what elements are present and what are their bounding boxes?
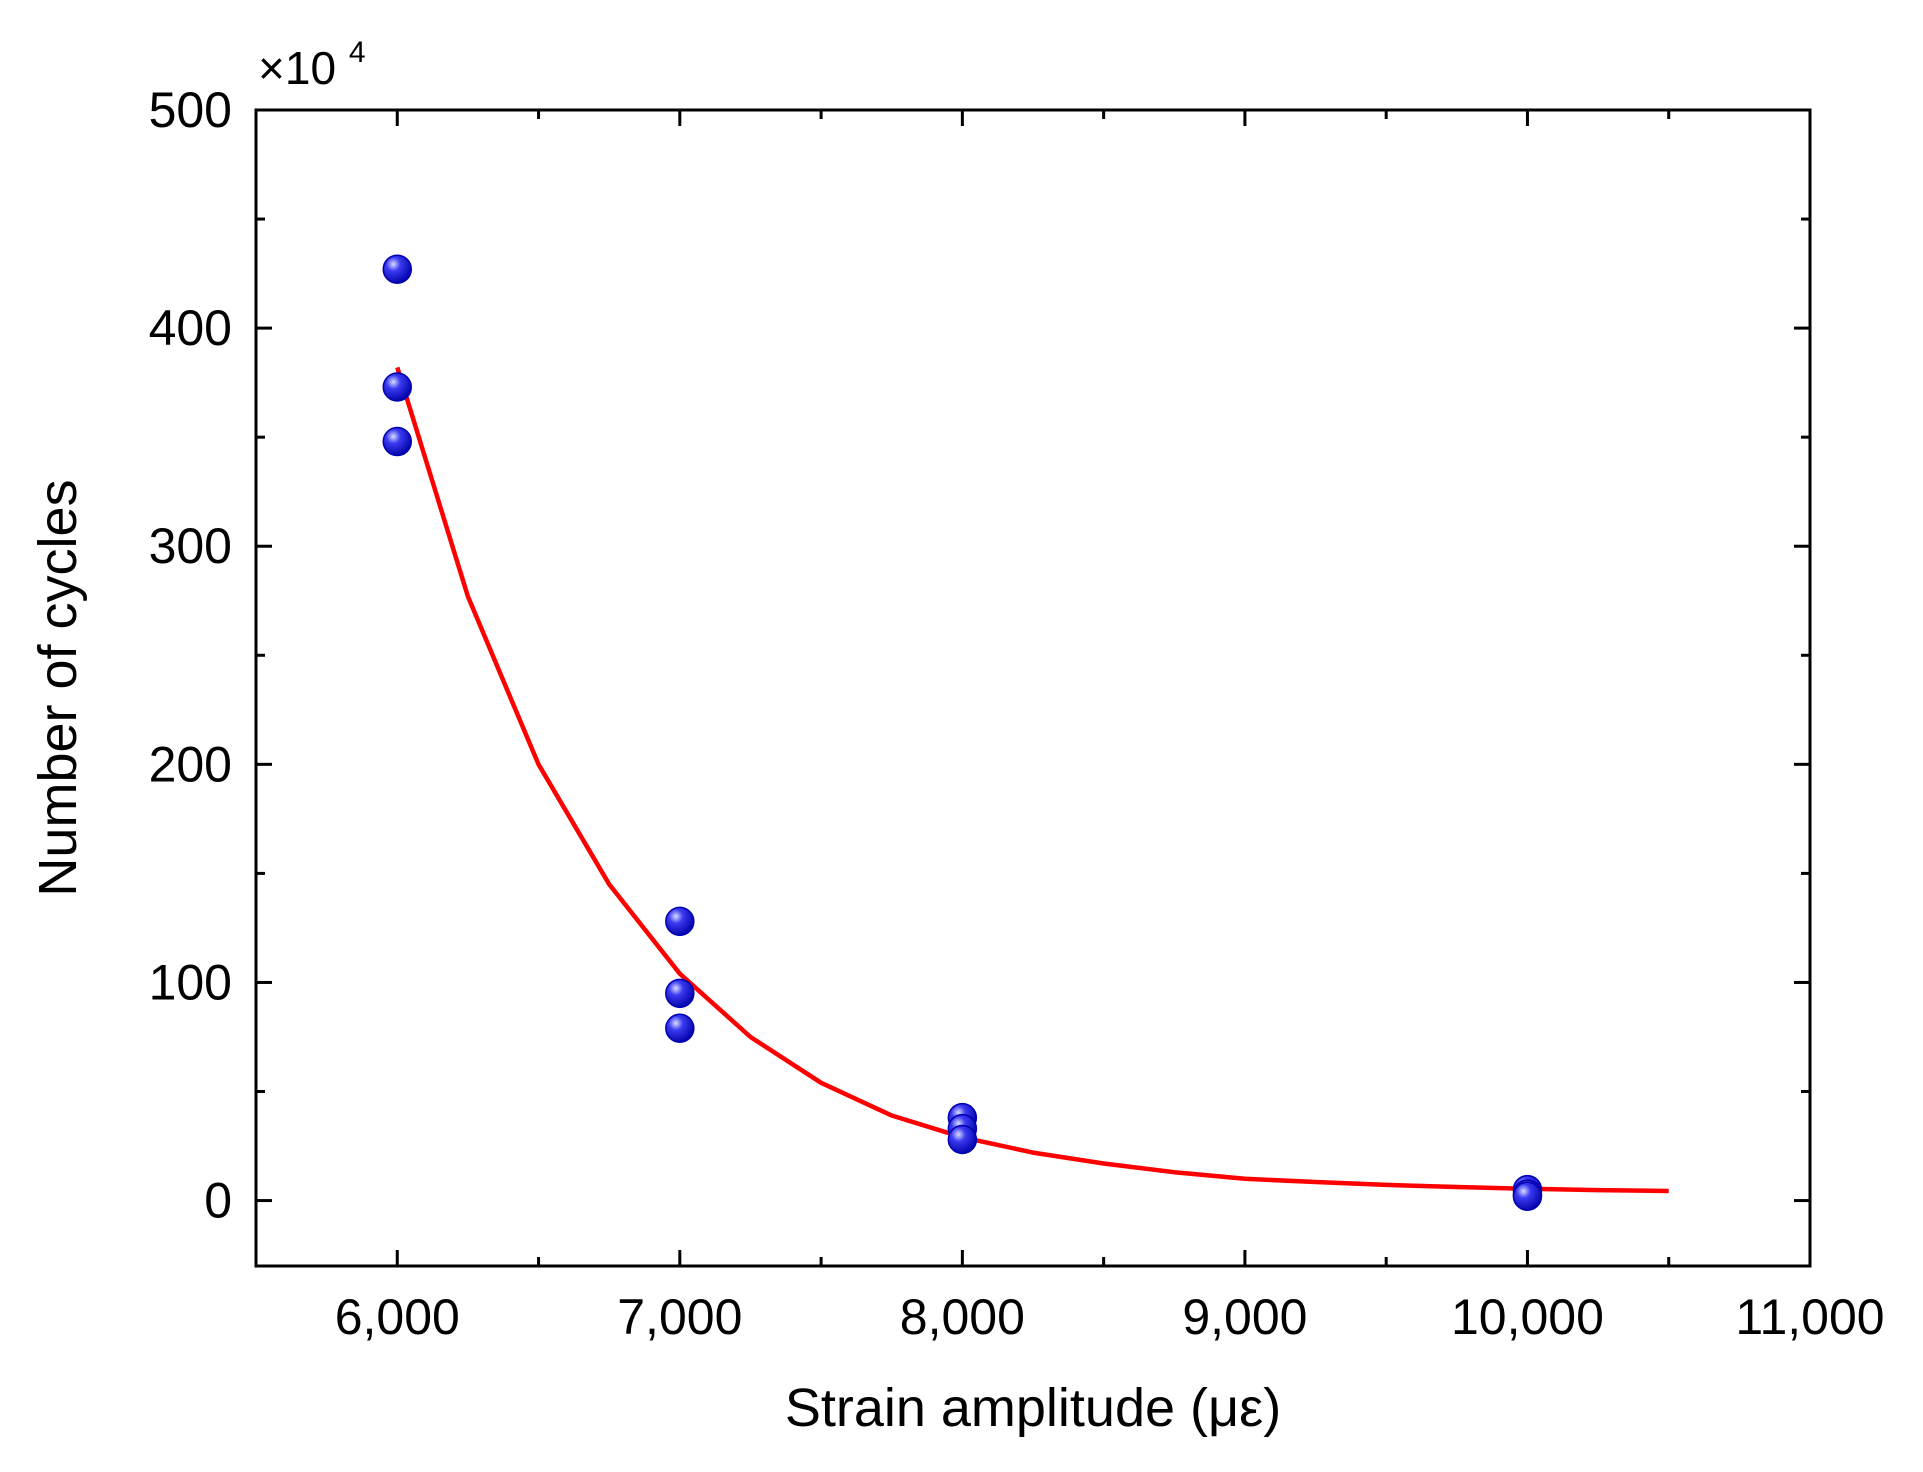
x-tick-label: 7,000 — [617, 1289, 742, 1345]
data-point — [665, 906, 695, 937]
y-tick-label: 0 — [204, 1173, 232, 1229]
data-point — [1512, 1181, 1543, 1211]
data-point — [382, 426, 413, 457]
data-point — [947, 1124, 978, 1155]
x-tick-label: 9,000 — [1182, 1289, 1307, 1345]
y-axis-multiplier: ×10 4 — [258, 36, 366, 94]
data-point — [382, 372, 413, 402]
x-tick-label: 10,000 — [1451, 1289, 1604, 1345]
fit-curve-layer — [395, 366, 1669, 1194]
y-tick-label: 100 — [149, 954, 232, 1010]
y-axis-multiplier-base: ×10 — [258, 42, 336, 94]
x-axis-title: Strain amplitude (με) — [785, 1378, 1281, 1438]
y-tick-label: 300 — [149, 518, 232, 574]
points-layer — [382, 254, 1543, 1211]
labels-layer: 6,000 7,000 8,000 9,000 10,000 11,000 0 100 200 3… — [149, 82, 1885, 1345]
plot-frame — [254, 108, 1812, 1268]
x-tick-label: 8,000 — [900, 1289, 1025, 1345]
data-point — [665, 1013, 695, 1044]
fit-curve — [395, 366, 1669, 1194]
y-tick-label: 500 — [149, 82, 232, 138]
y-tick-label: 400 — [149, 300, 232, 356]
x-tick-label: 6,000 — [335, 1289, 460, 1345]
y-tick-label: 200 — [149, 736, 232, 792]
data-point — [382, 254, 413, 284]
y-axis-multiplier-exponent: 4 — [349, 36, 366, 69]
y-axis-title: Number of cycles — [28, 479, 88, 896]
data-point — [665, 978, 695, 1009]
x-tick-label: 11,000 — [1735, 1289, 1884, 1345]
